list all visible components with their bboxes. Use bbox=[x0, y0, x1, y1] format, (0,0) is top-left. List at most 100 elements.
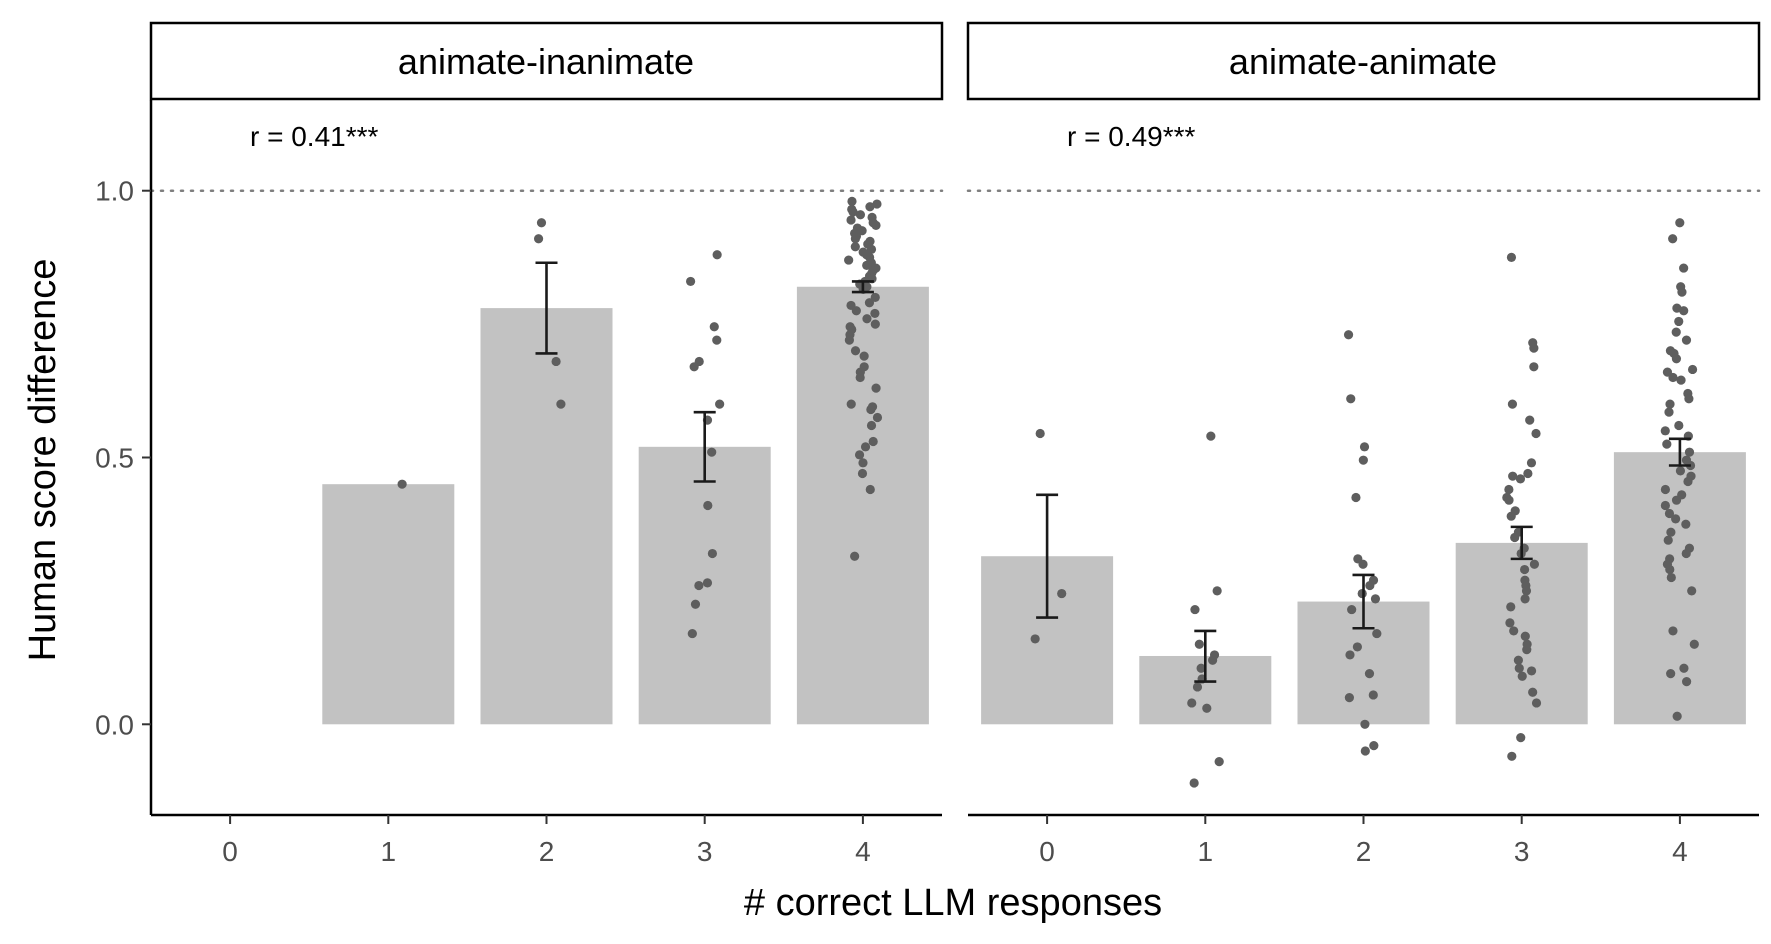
data-point bbox=[1508, 471, 1518, 481]
data-point bbox=[1675, 466, 1686, 476]
strip-box-animate-inanimate bbox=[149, 21, 944, 101]
data-point bbox=[1672, 711, 1682, 721]
data-point bbox=[690, 599, 701, 609]
data-point bbox=[1671, 354, 1682, 364]
data-point bbox=[1668, 626, 1678, 636]
data-point bbox=[1682, 677, 1692, 687]
data-point bbox=[862, 314, 872, 324]
data-point bbox=[844, 335, 854, 345]
data-point bbox=[1687, 586, 1697, 596]
x-tick-label: 2 bbox=[1356, 836, 1372, 867]
y-axis: 0.0 0.5 1.0 bbox=[95, 100, 153, 815]
bar bbox=[480, 308, 613, 725]
data-point bbox=[551, 356, 561, 367]
data-point bbox=[1030, 634, 1040, 644]
data-point bbox=[1665, 399, 1675, 409]
data-point bbox=[686, 276, 696, 287]
data-point bbox=[872, 199, 882, 209]
x-tick-label: 2 bbox=[539, 836, 555, 867]
data-point bbox=[1683, 476, 1693, 487]
y-axis-title: Human score difference bbox=[22, 259, 64, 662]
data-point bbox=[1504, 484, 1514, 495]
data-point bbox=[1679, 663, 1689, 673]
data-point bbox=[1664, 407, 1674, 417]
data-point bbox=[1664, 508, 1675, 519]
data-point bbox=[1370, 594, 1381, 604]
data-point bbox=[1057, 588, 1067, 599]
data-point bbox=[870, 292, 880, 303]
data-point bbox=[1529, 362, 1539, 372]
data-point bbox=[850, 242, 860, 252]
data-point bbox=[1671, 514, 1681, 524]
y-tick-label: 0.5 bbox=[95, 443, 134, 474]
data-point bbox=[1516, 733, 1526, 743]
data-point bbox=[1687, 364, 1698, 375]
data-point bbox=[1668, 372, 1678, 383]
data-point bbox=[1358, 559, 1368, 569]
data-point bbox=[1666, 572, 1676, 583]
x-tick-label: 1 bbox=[381, 836, 397, 867]
data-point bbox=[1531, 698, 1542, 708]
data-point bbox=[1679, 306, 1689, 316]
data-point bbox=[1347, 604, 1357, 615]
data-point bbox=[707, 548, 717, 559]
data-point bbox=[846, 399, 856, 409]
data-point bbox=[1506, 252, 1517, 263]
data-point bbox=[846, 215, 856, 225]
data-point bbox=[870, 308, 880, 319]
data-point bbox=[1506, 511, 1516, 521]
data-point bbox=[1684, 394, 1694, 404]
data-point bbox=[1660, 484, 1671, 495]
data-point bbox=[859, 351, 869, 361]
data-point bbox=[397, 479, 407, 489]
data-point bbox=[1522, 644, 1532, 655]
data-point bbox=[1360, 719, 1370, 729]
data-point bbox=[1344, 693, 1354, 703]
data-point bbox=[536, 218, 547, 228]
data-point bbox=[1368, 690, 1378, 700]
data-point bbox=[1681, 519, 1691, 529]
data-point bbox=[702, 578, 713, 588]
data-point bbox=[687, 628, 697, 639]
data-point bbox=[1187, 698, 1197, 708]
data-point bbox=[1689, 639, 1699, 649]
data-point bbox=[850, 551, 860, 561]
data-point bbox=[1528, 687, 1538, 697]
strip-label-animate-animate: animate-animate bbox=[1229, 41, 1497, 82]
data-point bbox=[844, 255, 854, 265]
data-point bbox=[854, 450, 865, 460]
x-tick-label: 3 bbox=[1514, 836, 1530, 867]
data-point bbox=[1507, 751, 1517, 761]
data-point bbox=[1035, 428, 1045, 439]
data-point bbox=[1529, 559, 1540, 569]
data-point bbox=[1206, 431, 1216, 441]
data-point bbox=[1681, 548, 1691, 559]
data-point bbox=[1192, 682, 1203, 692]
data-point bbox=[1214, 757, 1224, 767]
data-point bbox=[1523, 468, 1533, 479]
data-point bbox=[1521, 586, 1532, 596]
data-point bbox=[1660, 500, 1670, 511]
data-point bbox=[1507, 399, 1518, 409]
data-point bbox=[855, 372, 865, 383]
data-point bbox=[689, 362, 699, 372]
data-point bbox=[857, 468, 868, 479]
data-point bbox=[870, 319, 880, 329]
data-point bbox=[868, 436, 878, 447]
data-point bbox=[1190, 604, 1200, 615]
data-point bbox=[712, 250, 722, 260]
data-point bbox=[1504, 495, 1514, 505]
panel-animate-animate: 0 1 2 3 4 bbox=[966, 189, 1761, 867]
x-tick-label: 4 bbox=[1672, 836, 1688, 867]
data-point bbox=[1674, 316, 1684, 327]
data-point bbox=[1506, 602, 1516, 612]
data-point bbox=[1676, 375, 1686, 385]
data-point bbox=[1520, 594, 1530, 604]
data-point bbox=[1505, 618, 1515, 628]
data-point bbox=[1369, 741, 1379, 751]
data-point bbox=[707, 447, 717, 457]
data-point bbox=[1662, 439, 1672, 449]
strip-label-animate-inanimate: animate-inanimate bbox=[398, 41, 694, 82]
data-point bbox=[1665, 564, 1675, 575]
